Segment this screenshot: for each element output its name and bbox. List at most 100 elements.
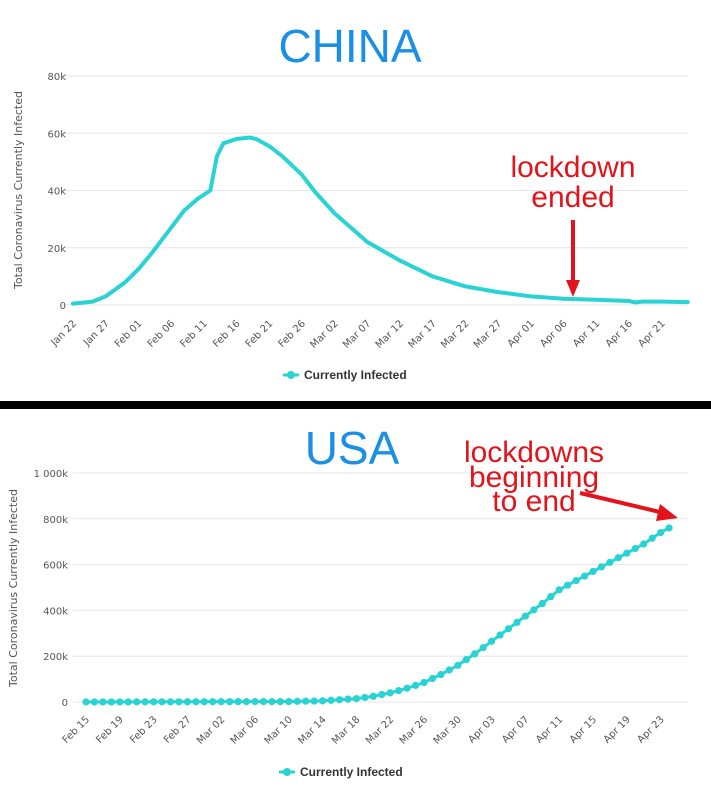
usa-data-point[interactable]: [124, 698, 132, 706]
usa-data-point[interactable]: [276, 697, 284, 706]
usa-data-point[interactable]: [496, 631, 504, 639]
usa-legend-label: Currently Infected: [300, 765, 403, 779]
usa-data-point[interactable]: [395, 686, 403, 695]
usa-annotation: lockdowns beginning to end: [464, 436, 678, 521]
usa-data-point[interactable]: [166, 698, 175, 706]
china-annotation-line1: lockdown: [510, 151, 635, 184]
usa-data-point[interactable]: [657, 528, 665, 537]
usa-data-point[interactable]: [344, 695, 352, 703]
china-x-tick-label: Mar 07: [341, 318, 373, 350]
china-x-tick-label: Feb 16: [211, 318, 243, 350]
china-annotation-line2: ended: [531, 181, 614, 214]
usa-data-point[interactable]: [504, 625, 513, 633]
usa-data-point[interactable]: [310, 697, 318, 705]
usa-data-point[interactable]: [378, 690, 386, 699]
usa-data-point[interactable]: [589, 567, 597, 576]
usa-data-point[interactable]: [538, 599, 546, 608]
china-x-tick-label: Feb 01: [113, 318, 145, 350]
usa-data-point[interactable]: [150, 698, 158, 706]
china-legend-swatch-marker: [287, 371, 295, 379]
usa-data-point[interactable]: [217, 698, 225, 706]
usa-data-point[interactable]: [369, 692, 377, 700]
usa-data-point[interactable]: [555, 586, 563, 594]
usa-data-point[interactable]: [259, 697, 268, 706]
china-series-line: [71, 135, 690, 306]
usa-grid: [73, 472, 688, 703]
china-annotation: lockdown ended: [510, 151, 636, 297]
usa-data-point[interactable]: [623, 549, 631, 557]
usa-data-point[interactable]: [175, 698, 183, 706]
usa-data-point[interactable]: [268, 697, 276, 706]
usa-x-tick-label: Apr 07: [500, 714, 531, 745]
usa-data-point[interactable]: [420, 678, 428, 687]
usa-data-point[interactable]: [327, 696, 335, 704]
usa-data-point[interactable]: [302, 697, 310, 705]
usa-data-point[interactable]: [82, 698, 90, 706]
usa-data-point[interactable]: [640, 540, 648, 548]
usa-legend[interactable]: Currently Infected: [279, 765, 403, 779]
usa-data-point[interactable]: [99, 698, 107, 706]
usa-data-point[interactable]: [226, 698, 234, 706]
china-legend[interactable]: Currently Infected: [283, 368, 407, 382]
usa-data-point[interactable]: [530, 606, 538, 614]
usa-data-point[interactable]: [445, 666, 453, 674]
usa-data-point[interactable]: [386, 689, 394, 697]
usa-y-ticks: 0 200k 400k 600k 800k 1 000k: [34, 469, 69, 709]
usa-data-point[interactable]: [107, 698, 115, 706]
usa-data-point[interactable]: [648, 534, 656, 542]
china-y-tick-label: 60k: [47, 129, 66, 140]
usa-data-point[interactable]: [513, 618, 521, 627]
usa-data-point[interactable]: [285, 697, 293, 706]
china-y-tick-label: 40k: [47, 187, 66, 198]
usa-data-point[interactable]: [597, 563, 606, 571]
usa-data-point[interactable]: [183, 698, 191, 706]
usa-data-point[interactable]: [319, 697, 327, 705]
china-y-ticks: 0 20k 40k 60k 80k: [47, 72, 66, 312]
china-annotation-arrow-head: [566, 280, 580, 297]
usa-data-point[interactable]: [234, 698, 242, 706]
usa-data-point[interactable]: [335, 696, 344, 704]
usa-data-point[interactable]: [631, 544, 639, 553]
usa-x-tick-label: Apr 03: [466, 714, 497, 745]
usa-data-point[interactable]: [141, 698, 149, 706]
china-x-tick-label: Jan 27: [81, 318, 112, 349]
usa-data-point[interactable]: [572, 577, 580, 585]
usa-data-point[interactable]: [133, 698, 141, 706]
usa-data-point[interactable]: [411, 681, 420, 689]
usa-data-point[interactable]: [90, 698, 99, 706]
usa-data-point[interactable]: [158, 698, 166, 706]
usa-data-point[interactable]: [454, 661, 462, 669]
usa-data-point[interactable]: [209, 698, 217, 706]
usa-data-point[interactable]: [462, 656, 470, 664]
usa-data-point[interactable]: [192, 698, 200, 706]
usa-data-point[interactable]: [403, 684, 411, 692]
usa-data-point[interactable]: [116, 698, 124, 706]
usa-data-point[interactable]: [547, 593, 555, 601]
china-x-tick-label: Mar 12: [374, 318, 406, 350]
usa-data-point[interactable]: [665, 524, 673, 532]
usa-data-point[interactable]: [580, 572, 589, 580]
china-y-tick-label: 0: [60, 301, 66, 312]
usa-data-point[interactable]: [614, 554, 622, 562]
usa-data-point[interactable]: [521, 612, 530, 620]
china-x-tick-label: Mar 22: [439, 318, 471, 350]
usa-data-point[interactable]: [293, 697, 301, 705]
usa-annotation-line1: lockdowns: [464, 436, 604, 469]
usa-data-point[interactable]: [564, 581, 572, 589]
usa-x-tick-label: Mar 26: [398, 714, 430, 746]
usa-data-point[interactable]: [606, 558, 614, 566]
usa-title: USA: [305, 422, 400, 474]
usa-data-point[interactable]: [488, 637, 496, 645]
usa-data-point[interactable]: [428, 674, 437, 683]
usa-data-point[interactable]: [479, 644, 487, 652]
china-x-tick-label: Mar 17: [406, 318, 438, 350]
usa-data-point[interactable]: [242, 698, 251, 706]
usa-data-point[interactable]: [352, 694, 360, 703]
usa-data-point[interactable]: [361, 693, 369, 702]
usa-data-point[interactable]: [251, 698, 259, 706]
usa-data-point[interactable]: [437, 670, 445, 679]
usa-data-point[interactable]: [471, 650, 479, 658]
usa-data-point[interactable]: [200, 698, 208, 706]
china-x-ticks: Jan 22 Jan 27 Feb 01 Feb 06 Feb 11 Feb 16 Feb …: [48, 318, 667, 350]
